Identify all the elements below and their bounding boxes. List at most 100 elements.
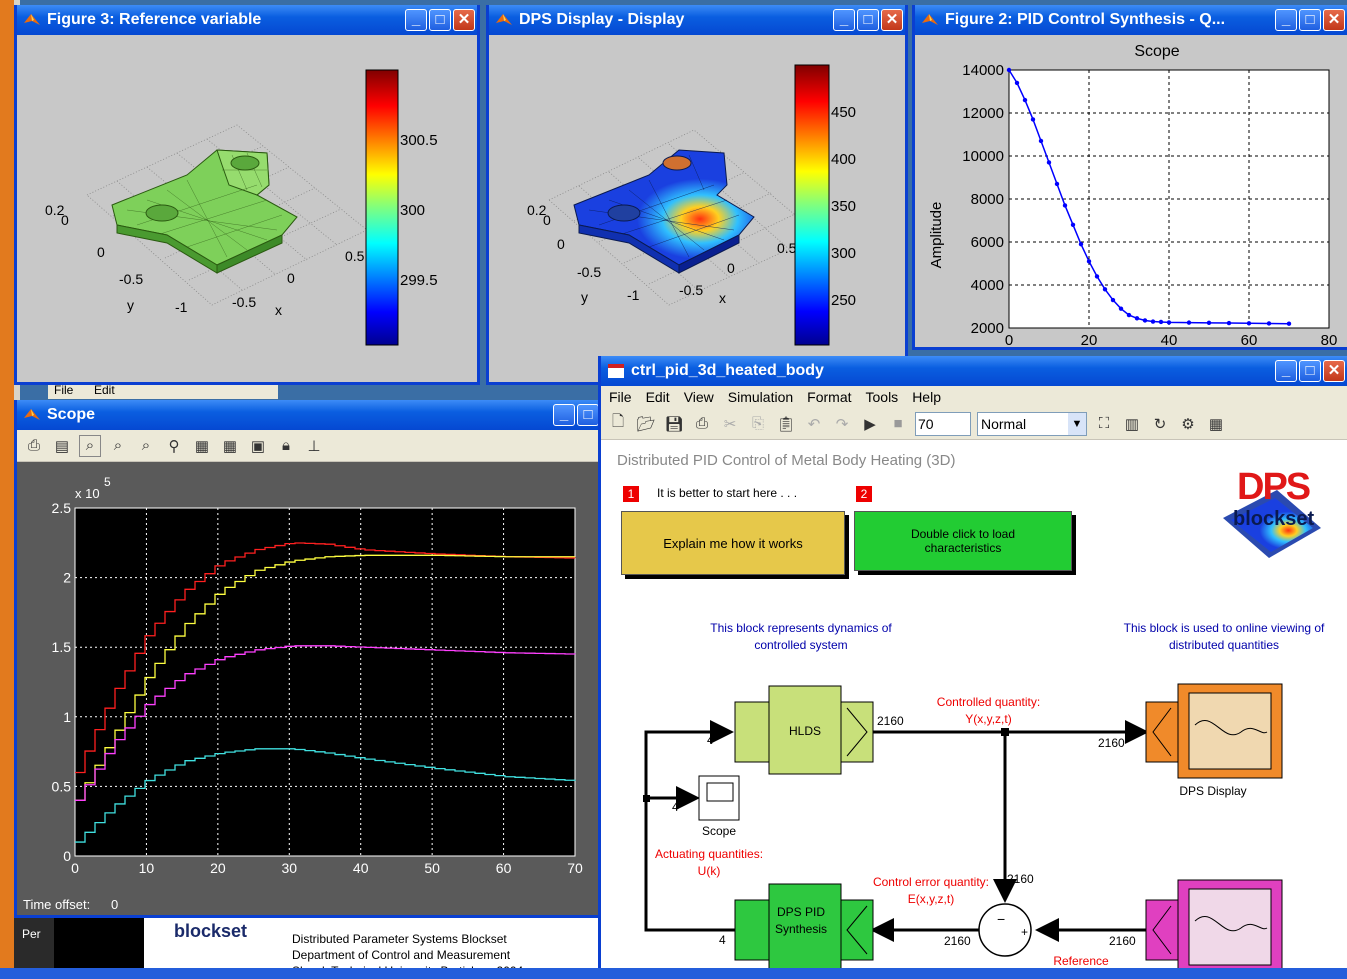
parameters-icon[interactable]: ▤ — [54, 437, 70, 455]
figure3-title: Figure 3: Reference variable — [47, 11, 262, 28]
save-axes-icon[interactable]: ▦ — [194, 437, 210, 455]
data-point — [1030, 117, 1036, 122]
dps-display-window[interactable]: DPS Display - Display _ □ ✕ — [486, 5, 908, 385]
undo-icon[interactable]: ↶ — [807, 415, 821, 433]
refresh-icon[interactable]: ↻ — [1153, 415, 1167, 433]
y-tick-label: 0 — [63, 848, 71, 864]
background-menu-file[interactable]: File — [54, 383, 74, 397]
close-button[interactable]: ✕ — [1323, 9, 1345, 31]
restore-axes-icon[interactable]: ▦ — [222, 437, 238, 455]
maximize-button[interactable]: □ — [1299, 360, 1321, 382]
print-icon[interactable]: ⎙ — [27, 437, 40, 454]
data-point — [1158, 319, 1164, 325]
hlds-label: HLDS — [788, 724, 821, 738]
dps-display-titlebar[interactable]: DPS Display - Display _ □ ✕ — [489, 5, 905, 35]
data-point — [1110, 297, 1116, 303]
heated-body-temperature-mesh — [573, 149, 755, 274]
minimize-button[interactable]: _ — [1275, 360, 1297, 382]
close-button[interactable]: ✕ — [1323, 360, 1345, 382]
save-icon[interactable]: 💾︎ — [664, 415, 684, 433]
signal-width-label: 2160 — [1109, 934, 1136, 948]
data-point — [1206, 320, 1212, 326]
z-tick: 0.2 — [527, 202, 547, 218]
zoom-y-icon[interactable]: ⌕ — [141, 437, 151, 454]
menu-view[interactable]: View — [683, 389, 714, 405]
hlds-block[interactable] — [734, 685, 874, 775]
simulink-window[interactable]: ctrl_pid_3d_heated_body _ □ ✕ File Edit … — [598, 356, 1347, 971]
data-point — [1062, 203, 1068, 208]
stop-icon[interactable]: ■ — [893, 415, 903, 432]
menu-edit[interactable]: Edit — [645, 389, 670, 405]
y-axis-label: y — [127, 297, 134, 313]
maximize-button[interactable]: □ — [577, 404, 599, 426]
x-tick-label: 60 — [496, 860, 512, 876]
floating-scope-icon[interactable]: ▣ — [250, 437, 266, 455]
close-button[interactable]: ✕ — [453, 9, 475, 31]
scope-title: Scope — [47, 406, 96, 423]
minimize-button[interactable]: _ — [833, 9, 855, 31]
minimize-button[interactable]: _ — [405, 9, 427, 31]
dps-display-title: DPS Display - Display — [519, 11, 685, 28]
minimize-button[interactable]: _ — [553, 404, 575, 426]
run-icon[interactable]: ▶ — [864, 415, 876, 433]
menu-tools[interactable]: Tools — [865, 389, 899, 405]
autoscale-icon[interactable]: ⚲ — [168, 437, 180, 455]
background-menu-strip: File Edit — [48, 381, 278, 399]
menu-format[interactable]: Format — [807, 389, 852, 405]
update-icon[interactable]: ▥ — [1124, 415, 1140, 433]
cut-icon[interactable]: ✂ — [723, 415, 737, 433]
y-tick-label: 12000 — [962, 105, 1004, 122]
data-point — [1046, 160, 1052, 165]
copy-icon[interactable]: ⎘ — [751, 415, 764, 432]
explorer-icon[interactable]: ▦ — [1208, 415, 1224, 433]
dps-display-block[interactable] — [1145, 683, 1283, 779]
zoom-icon[interactable]: ⌕ — [79, 434, 101, 457]
x-tick-label: 80 — [1321, 332, 1338, 349]
step2-badge: 2 — [856, 486, 872, 502]
simulink-titlebar[interactable]: ctrl_pid_3d_heated_body _ □ ✕ — [601, 356, 1347, 386]
data-point — [1226, 320, 1232, 326]
menu-file[interactable]: File — [609, 389, 632, 405]
signal-width-label: 4 — [719, 933, 726, 947]
sum-plus-sign: + — [1021, 925, 1028, 939]
data-point — [1022, 97, 1028, 103]
build-icon[interactable]: ⛶ — [1098, 415, 1110, 432]
zoom-x-icon[interactable]: ⌕ — [113, 437, 123, 454]
new-icon[interactable]: 🗋︎ — [611, 413, 625, 430]
maximize-button[interactable]: □ — [857, 9, 879, 31]
figure2-window[interactable]: Figure 2: PID Control Synthesis - Q... _… — [912, 5, 1347, 350]
close-button[interactable]: ✕ — [881, 9, 903, 31]
figure3-titlebar[interactable]: Figure 3: Reference variable _ □ ✕ — [17, 5, 477, 35]
maximize-button[interactable]: □ — [1299, 9, 1321, 31]
explain-button[interactable]: Explain me how it works — [621, 511, 845, 575]
background-menu-edit[interactable]: Edit — [94, 383, 115, 397]
scope-block[interactable] — [698, 775, 740, 821]
simulation-mode-select[interactable]: Normal ▼ — [977, 411, 1087, 436]
reference-block[interactable] — [1145, 879, 1283, 968]
sum-block[interactable] — [978, 903, 1032, 957]
stop-time-input[interactable] — [915, 411, 971, 436]
lock-icon[interactable]: 🔒︎ — [282, 437, 290, 454]
library-browser-icon[interactable]: ⚙ — [1181, 415, 1195, 433]
signal-selection-icon[interactable]: ⊥ — [307, 437, 321, 455]
note-online-viewing: This block is used to online viewing of … — [1123, 621, 1325, 652]
figure3-window[interactable]: Figure 3: Reference variable _ □ ✕ — [14, 5, 480, 385]
menu-simulation[interactable]: Simulation — [727, 389, 794, 405]
load-button-label: Double click to load characteristics — [910, 527, 1016, 555]
scope-titlebar[interactable]: Scope _ □ — [17, 400, 601, 430]
load-characteristics-button[interactable]: Double click to load characteristics — [854, 511, 1072, 571]
y-tick: -0.5 — [119, 271, 143, 287]
dps-pid-block[interactable] — [734, 883, 874, 968]
open-icon[interactable]: 📂︎ — [636, 415, 656, 433]
paste-icon[interactable]: 📋︎ — [776, 415, 796, 433]
z-tick: 0.2 — [45, 202, 65, 218]
print-icon[interactable]: ⎙ — [695, 415, 708, 432]
minimize-button[interactable]: _ — [1275, 9, 1297, 31]
signal-width-label: 2160 — [944, 934, 971, 948]
redo-icon[interactable]: ↷ — [835, 415, 849, 433]
colorbar-tick: 299.5 — [400, 272, 438, 289]
figure2-titlebar[interactable]: Figure 2: PID Control Synthesis - Q... _… — [915, 5, 1347, 35]
menu-help[interactable]: Help — [912, 389, 941, 405]
scope-window[interactable]: Scope _ □ ⎙ ▤ ⌕ ⌕ ⌕ ⚲ ▦ ▦ ▣ 🔒︎ ⊥ x 10 5 … — [14, 400, 604, 918]
maximize-button[interactable]: □ — [429, 9, 451, 31]
